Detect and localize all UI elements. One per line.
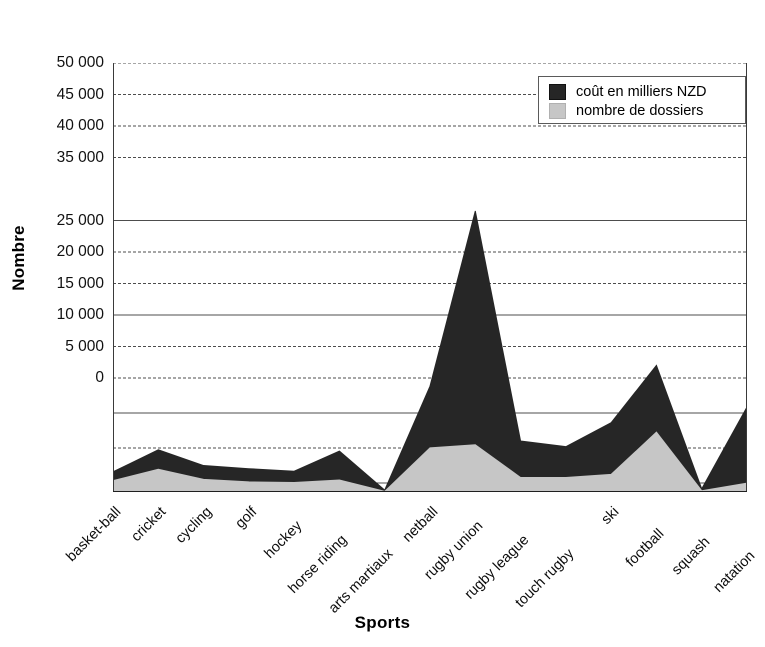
x-axis-tick-label: touch rugby — [512, 546, 578, 611]
x-axis-tick-label: rugby union — [421, 518, 487, 583]
x-axis-tick-label: horse riding — [285, 532, 351, 597]
y-axis-tick-label: 50 000 — [56, 54, 104, 71]
legend-swatch-cases-icon — [549, 102, 566, 119]
y-axis-tick-label: 45 000 — [56, 85, 104, 103]
y-axis-tick-label: 35 000 — [56, 148, 104, 166]
y-axis-tick-label: 20 000 — [56, 243, 104, 260]
y-axis-tick-label: 15 000 — [56, 274, 104, 292]
x-axis-tick-label: cycling — [172, 504, 215, 547]
x-axis-tick-label: basket-ball — [63, 504, 125, 565]
area-chart-svg — [113, 63, 747, 492]
legend-label: coût en milliers NZD — [576, 83, 707, 100]
x-axis-tick-label: netball — [399, 504, 442, 546]
y-axis-tick-label: 10 000 — [56, 306, 104, 323]
legend-item: coût en milliers NZD — [549, 82, 745, 101]
x-axis-tick-label: ski — [598, 504, 623, 528]
plot-area — [113, 63, 747, 492]
y-axis-tick-label: 25 000 — [56, 211, 104, 229]
x-axis-tick-label: golf — [232, 504, 261, 532]
chart-legend: coût en milliers NZD nombre de dossiers — [538, 76, 746, 124]
x-axis-tick-label: football — [623, 526, 668, 571]
y-axis-tick-labels: 50 000 45 000 40 000 35 000 25 000 20 000 15 0… — [32, 0, 104, 647]
legend-swatch-cost-icon — [549, 83, 566, 100]
x-axis-title: Sports — [354, 613, 411, 632]
legend-item: nombre de dossiers — [549, 101, 745, 120]
y-axis-tick-label: 40 000 — [56, 117, 104, 134]
x-axis-tick-label: natation — [710, 548, 759, 596]
y-axis-tick-label: 0 — [95, 369, 104, 386]
x-axis-tick-label: cricket — [128, 504, 170, 545]
x-axis-tick-label: squash — [668, 534, 714, 579]
y-axis-tick-label: 5 000 — [65, 337, 104, 355]
legend-label: nombre de dossiers — [576, 102, 704, 119]
x-axis-tick-label: hockey — [261, 518, 306, 562]
